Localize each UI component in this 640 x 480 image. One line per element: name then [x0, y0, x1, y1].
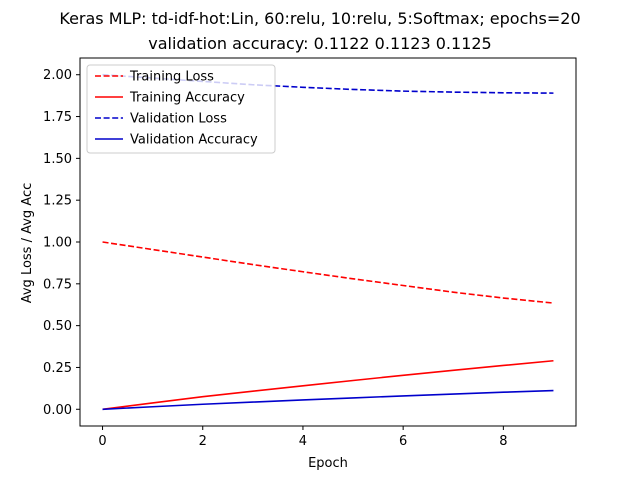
y-tick-label: 0.25: [43, 361, 72, 376]
chart-title-line-1: Keras MLP: td-idf-hot:Lin, 60:relu, 10:r…: [59, 9, 580, 28]
y-tick-label: 0.50: [43, 319, 72, 334]
y-tick-label: 0.00: [43, 403, 72, 418]
x-tick-label: 2: [199, 434, 207, 449]
chart-title-line-2: validation accuracy: 0.1122 0.1123 0.112…: [148, 34, 491, 53]
x-tick-label: 6: [399, 434, 407, 449]
legend-label: Validation Loss: [130, 112, 227, 127]
y-tick-label: 0.75: [43, 277, 72, 292]
plot-area: 0 2 4 6 8 0.00 0.25 0.50 0.75 1.00 1.25 1.50 1.75 2.0…: [43, 57, 577, 449]
series-line-validation-accuracy: [102, 389, 554, 411]
x-axis-label: Epoch: [308, 456, 348, 471]
legend: Training Loss Training Accuracy Validation…: [86, 64, 276, 154]
legend-label: Training Accuracy: [129, 91, 245, 106]
series-line-validation-loss: [102, 73, 554, 94]
y-tick-label: 1.25: [43, 194, 72, 209]
legend-box: [86, 64, 276, 154]
legend-label: Training Loss: [129, 70, 214, 85]
y-tick-label: 1.50: [43, 152, 72, 167]
y-tick-label: 2.00: [43, 68, 72, 83]
series-line-training-loss: [102, 241, 554, 304]
x-tick-label: 4: [299, 434, 307, 449]
y-tick-label: 1.00: [43, 236, 72, 251]
series-layer: [102, 73, 554, 411]
y-tick-label: 1.75: [43, 110, 72, 125]
x-tick-label: 0: [98, 434, 106, 449]
series-line-training-accuracy: [102, 359, 554, 411]
legend-label: Validation Accuracy: [130, 133, 258, 148]
y-axis-label: Avg Loss / Avg Acc: [20, 183, 35, 304]
x-tick-label: 8: [499, 434, 507, 449]
axes-layer: 0 2 4 6 8 0.00 0.25 0.50 0.75 1.00 1.25 1.50 1.75 2.0…: [43, 57, 577, 449]
